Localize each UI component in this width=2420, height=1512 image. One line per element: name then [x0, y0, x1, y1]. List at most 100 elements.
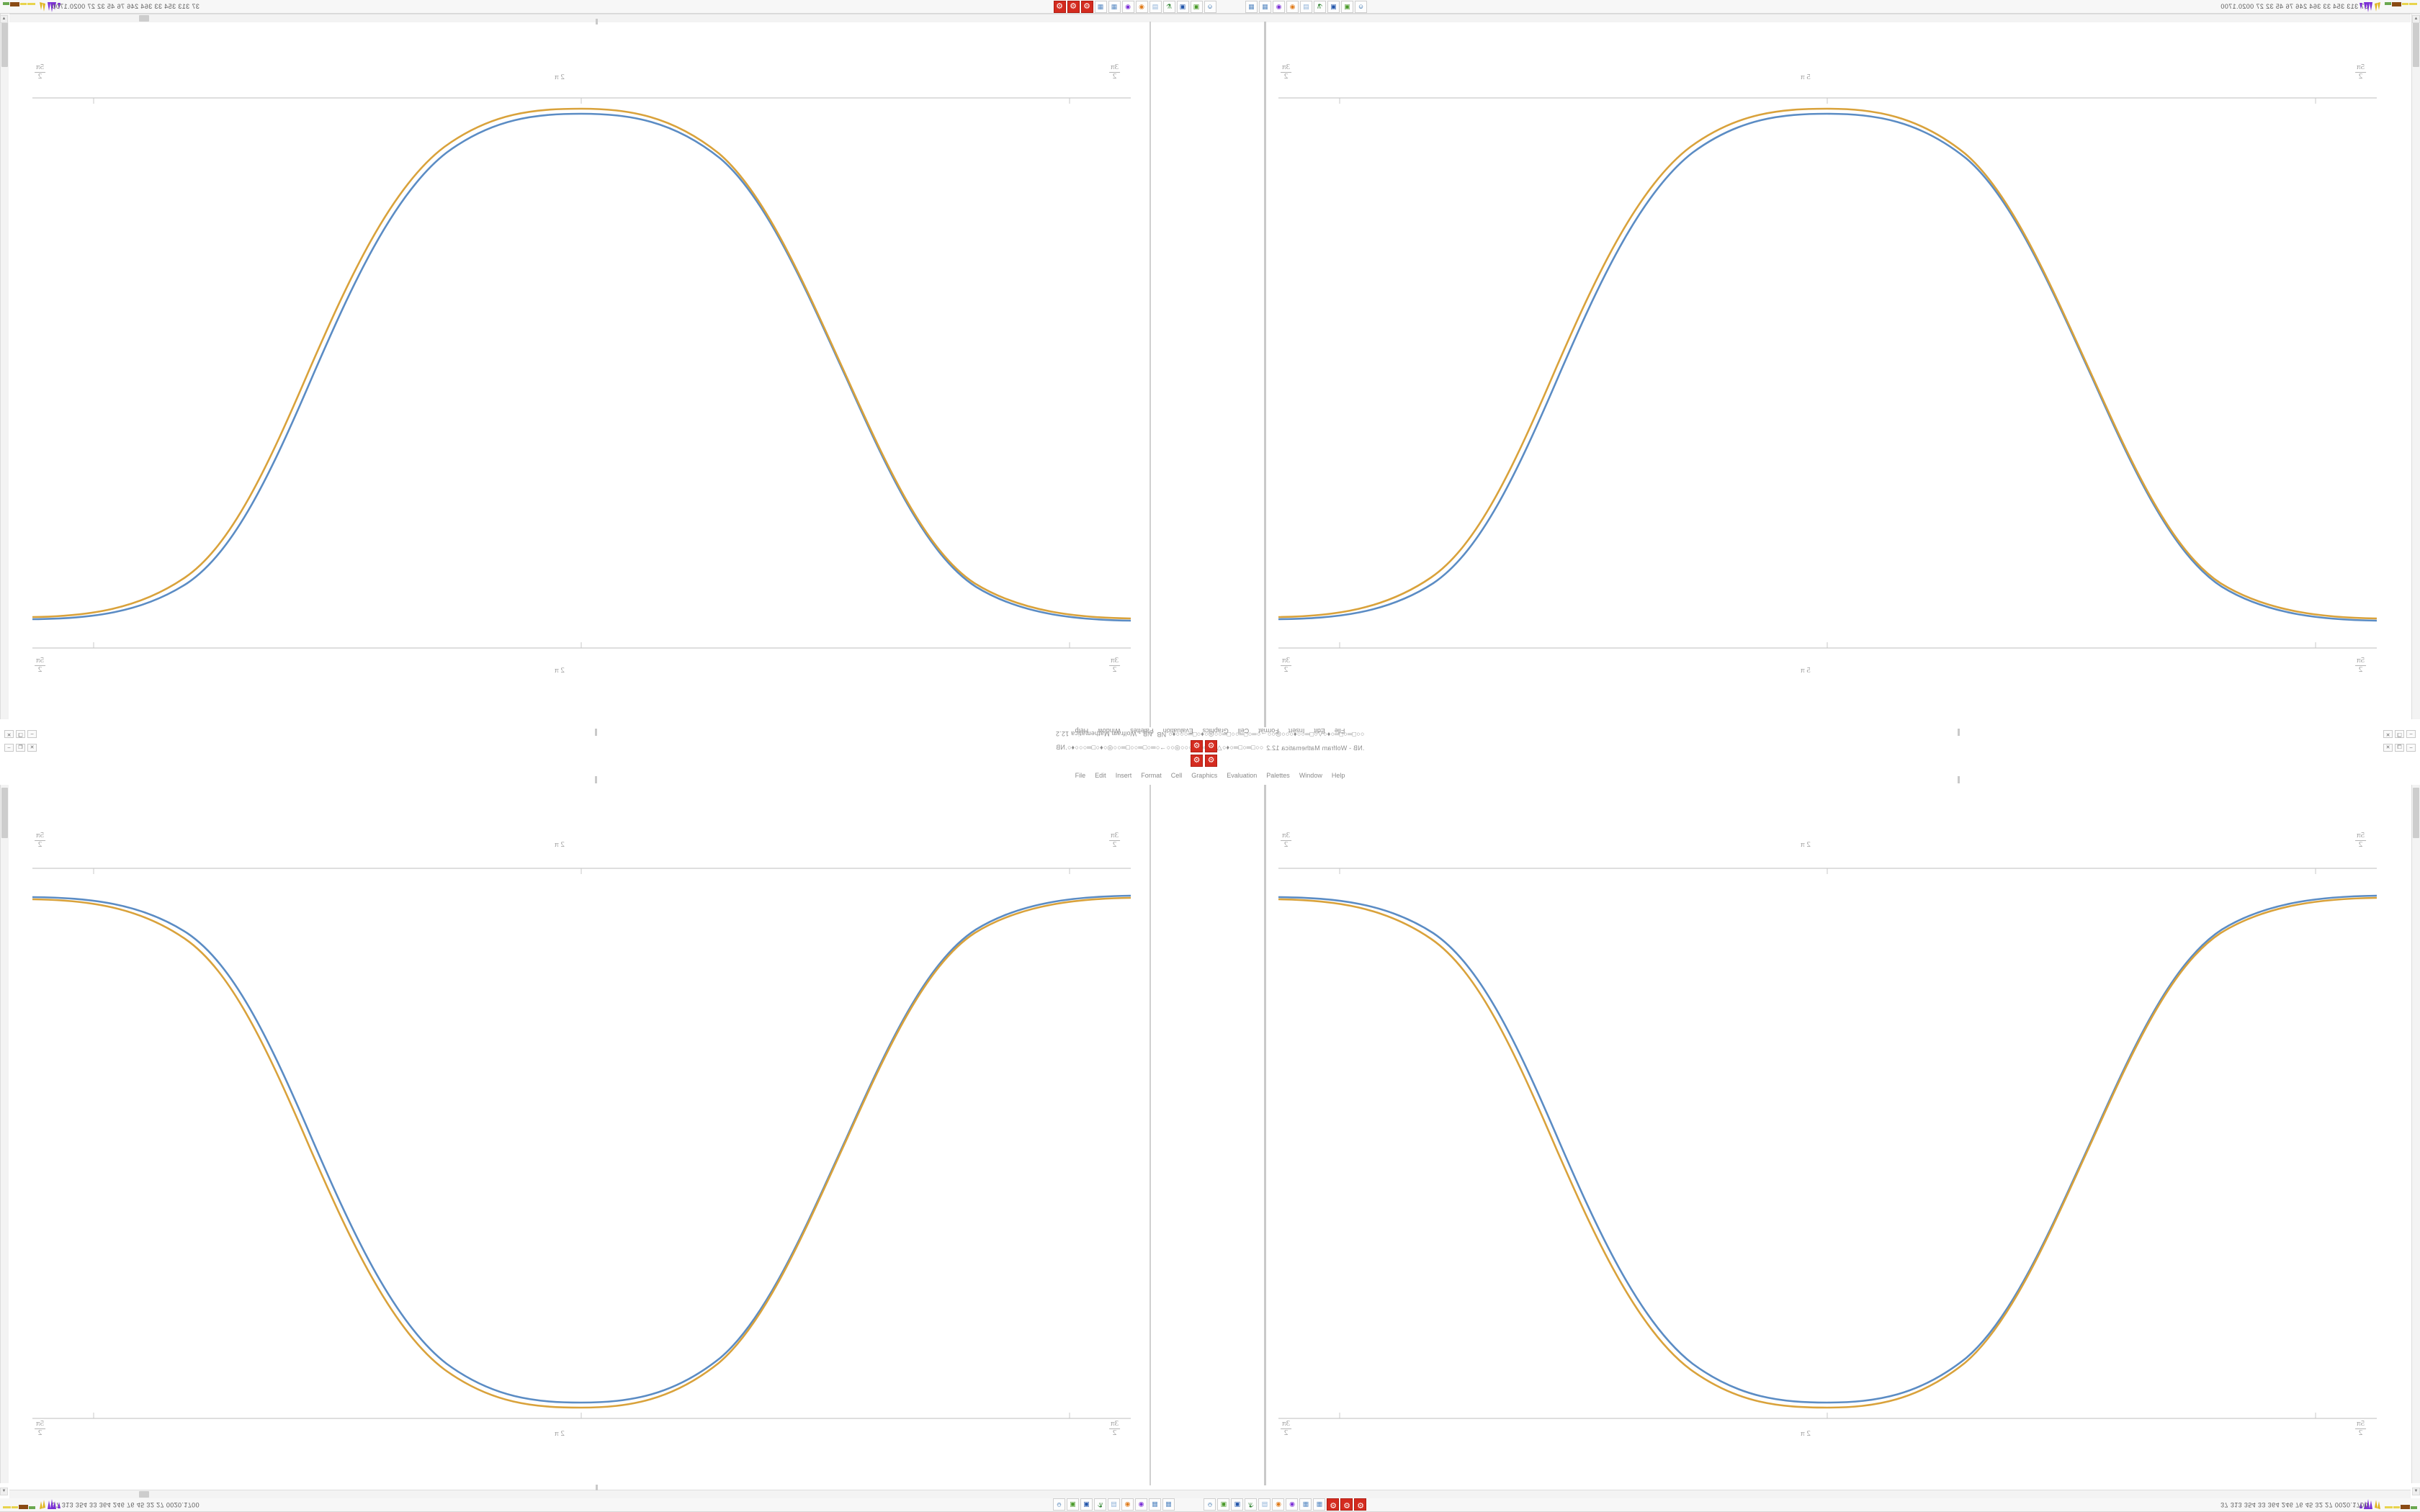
globe-orange-icon[interactable]: ◉ [1272, 1498, 1285, 1511]
plot-top-left[interactable] [32, 94, 1131, 652]
minimize-button[interactable]: – [4, 744, 14, 752]
plot-bottom-left[interactable] [32, 864, 1131, 1422]
menubar[interactable]: File Edit Insert Format Cell Graphics Ev… [0, 770, 2420, 780]
plot-top-right[interactable] [1278, 94, 2377, 652]
pane-divider-handle[interactable] [1264, 783, 1266, 1485]
toolbar-icons-left[interactable]: ⚙ ⚙ ⚙ ▦ ▦ ◉ ◉ ▤ ⚗ ▣ ▣ ⎉ [1204, 1498, 1367, 1511]
flask-icon[interactable]: ⚗ [1245, 1498, 1258, 1511]
calculator-icon[interactable]: ▦ [1258, 0, 1271, 13]
center-gear-icons-lower[interactable]: ⚙ ⚙ [1191, 755, 1217, 767]
disk-icon[interactable]: ▣ [1327, 0, 1340, 13]
scrollbar-horizontal-top[interactable] [9, 14, 2411, 22]
menubar-mirrored[interactable]: File Edit Insert Format Cell Graphics Ev… [0, 726, 2420, 736]
gear-icon[interactable]: ⚙ [1340, 1498, 1353, 1511]
scroll-up-button[interactable]: ▲ [2412, 15, 2420, 23]
menu-item-format[interactable]: Format [1141, 771, 1162, 779]
globe-orange-icon[interactable]: ◉ [1121, 1498, 1134, 1511]
calculator-icon[interactable]: ▦ [1149, 1498, 1162, 1511]
menu-item-graphics[interactable]: Graphics [1202, 727, 1229, 735]
menu-item-edit[interactable]: Edit [1095, 771, 1106, 779]
menu-item-evaluation[interactable]: Evaluation [1162, 727, 1193, 735]
scrollbar-vertical-right-lower[interactable] [2411, 785, 2420, 1483]
menu-item-cell[interactable]: Cell [1237, 727, 1250, 735]
gear-icon[interactable]: ⚙ [1205, 740, 1217, 752]
terminal-icon[interactable]: ▣ [1217, 1498, 1230, 1511]
menu-item-palettes[interactable]: Palettes [1130, 727, 1154, 735]
menu-item-evaluation[interactable]: Evaluation [1227, 771, 1258, 779]
printer-icon[interactable]: ⎉ [1053, 1498, 1066, 1511]
menu-item-edit[interactable]: Edit [1314, 727, 1325, 735]
gear-icon[interactable]: ⚙ [1354, 1498, 1367, 1511]
scrollbar-vertical-right[interactable] [2411, 14, 2420, 719]
menu-item-file[interactable]: File [1334, 727, 1345, 735]
calculator-icon[interactable]: ▦ [1313, 1498, 1326, 1511]
menu-item-format[interactable]: Format [1258, 727, 1279, 735]
scrollbar-thumb[interactable] [139, 1491, 149, 1498]
calculator-icon[interactable]: ▦ [1299, 1498, 1312, 1511]
terminal-icon[interactable]: ▣ [1067, 1498, 1080, 1511]
menu-item-help[interactable]: Help [1075, 727, 1089, 735]
pane-divider-vertical[interactable] [1150, 22, 1151, 731]
plot-bottom-right[interactable] [1278, 864, 2377, 1422]
scroll-down-button[interactable]: ▼ [0, 1488, 8, 1495]
restore-button[interactable]: ❐ [16, 744, 25, 752]
scrollbar-thumb[interactable] [1, 17, 8, 67]
window-controls-mirror[interactable]: – ❐ ✕ [2383, 744, 2416, 752]
scrollbar-vertical-left-lower[interactable] [0, 785, 9, 1483]
terminal-icon[interactable]: ▣ [1340, 0, 1353, 13]
disk-icon[interactable]: ▣ [1231, 1498, 1244, 1511]
calculator-icon[interactable]: ▦ [1094, 0, 1107, 13]
scrollbar-thumb[interactable] [139, 15, 149, 22]
gear-icon[interactable]: ⚙ [1053, 0, 1066, 13]
flask-icon[interactable]: ⚗ [1313, 0, 1326, 13]
terminal-icon[interactable]: ▣ [1190, 0, 1203, 13]
gear-icon[interactable]: ⚙ [1067, 0, 1080, 13]
scrollbar-thumb[interactable] [2413, 17, 2419, 67]
scrollbar-vertical-left[interactable] [0, 14, 9, 719]
globe-purple-icon[interactable]: ◉ [1135, 1498, 1148, 1511]
disk-icon[interactable]: ▣ [1176, 0, 1189, 13]
disk-icon[interactable]: ▣ [1080, 1498, 1093, 1511]
minimize-button[interactable]: – [2406, 744, 2416, 752]
pane-divider-vertical[interactable] [1150, 783, 1151, 1485]
document-icon[interactable]: ▤ [1299, 0, 1312, 13]
document-icon[interactable]: ▤ [1108, 1498, 1121, 1511]
pane-divider-handle[interactable] [1264, 22, 1266, 731]
gear-icon[interactable]: ⚙ [1205, 755, 1217, 767]
scrollbar-thumb[interactable] [2413, 788, 2419, 838]
menu-item-file[interactable]: File [1075, 771, 1086, 779]
scroll-up-button[interactable]: ▲ [0, 15, 8, 23]
gear-icon[interactable]: ⚙ [1327, 1498, 1340, 1511]
globe-orange-icon[interactable]: ◉ [1135, 0, 1148, 13]
flask-icon[interactable]: ⚗ [1094, 1498, 1107, 1511]
scrollbar-horizontal-bottom[interactable] [9, 1490, 2411, 1498]
globe-orange-icon[interactable]: ◉ [1286, 0, 1299, 13]
menu-item-insert[interactable]: Insert [1288, 727, 1305, 735]
printer-icon[interactable]: ⎉ [1204, 0, 1216, 13]
restore-button[interactable]: ❐ [2395, 744, 2404, 752]
document-icon[interactable]: ▤ [1258, 1498, 1271, 1511]
menu-item-graphics[interactable]: Graphics [1191, 771, 1218, 779]
document-icon[interactable]: ▤ [1149, 0, 1162, 13]
center-gear-icons-upper[interactable]: ⚙ ⚙ [1191, 740, 1217, 752]
globe-purple-icon[interactable]: ◉ [1121, 0, 1134, 13]
globe-purple-icon[interactable]: ◉ [1272, 0, 1285, 13]
menu-item-window[interactable]: Window [1098, 727, 1121, 735]
gear-icon[interactable]: ⚙ [1191, 755, 1203, 767]
menu-item-insert[interactable]: Insert [1115, 771, 1132, 779]
calculator-icon[interactable]: ▦ [1245, 0, 1258, 13]
menu-item-cell[interactable]: Cell [1170, 771, 1183, 779]
toolbar-icons-right[interactable]: ⎉ ▣ ▣ ⚗ ▤ ◉ ◉ ▦ ▦ [1053, 1498, 1175, 1511]
close-button[interactable]: ✕ [2383, 744, 2393, 752]
menu-item-window[interactable]: Window [1299, 771, 1322, 779]
menu-item-help[interactable]: Help [1331, 771, 1345, 779]
window-controls[interactable]: – ❐ ✕ [4, 744, 37, 752]
printer-icon[interactable]: ⎉ [1354, 0, 1367, 13]
globe-purple-icon[interactable]: ◉ [1286, 1498, 1299, 1511]
toolbar-icons-right[interactable]: ⎉ ▣ ▣ ⚗ ▤ ◉ ◉ ▦ ▦ [1245, 0, 1367, 13]
printer-icon[interactable]: ⎉ [1204, 1498, 1216, 1511]
calculator-icon[interactable]: ▦ [1162, 1498, 1175, 1511]
scrollbar-thumb[interactable] [1, 788, 8, 838]
toolbar-icons-left[interactable]: ⚙ ⚙ ⚙ ▦ ▦ ◉ ◉ ▤ ⚗ ▣ ▣ ⎉ [1053, 0, 1216, 13]
calculator-icon[interactable]: ▦ [1108, 0, 1121, 13]
